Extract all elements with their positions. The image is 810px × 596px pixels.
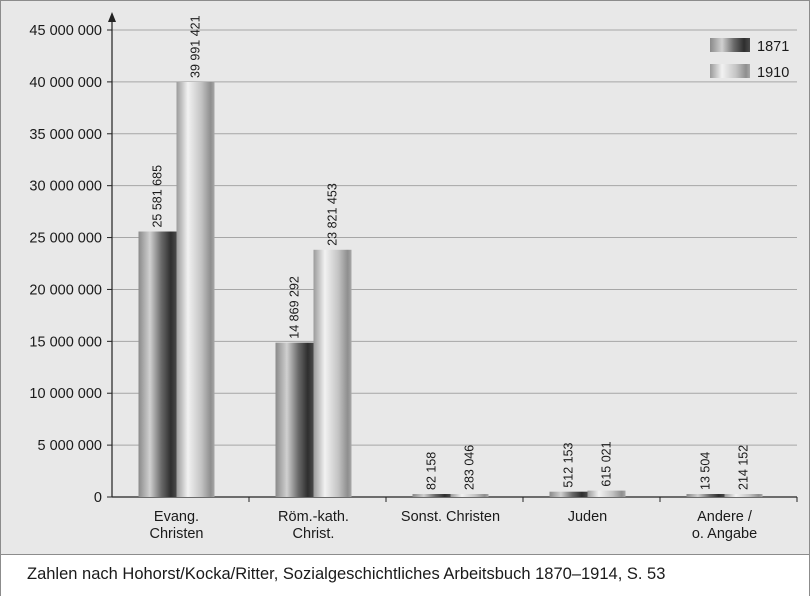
legend-swatch-1871 [710,38,750,52]
y-tick-labels: 0 5 000 000 10 000 000 15 000 000 20 000 000… [29,23,102,506]
y-tick-label: 45 000 000 [29,23,102,39]
y-tick-label: 15 000 000 [29,334,102,350]
data-label-1871: 25 581 685 [151,165,165,228]
bar-1910 [176,81,215,498]
y-tick-label: 10 000 000 [29,386,102,402]
legend: 1871 1910 [710,38,789,81]
category-labels: Evang.Christen Röm.-kath.Christ. Sonst. Ch… [150,509,758,542]
axes [107,12,798,502]
category-label: Sonst. Christen [401,509,500,525]
bars [138,81,763,498]
category-label: Christen [150,526,204,542]
bar-1910 [450,494,489,497]
data-label-1910: 23 821 453 [326,183,340,246]
data-label-1910: 214 152 [737,445,751,490]
legend-swatch-1910 [710,64,750,78]
caption-bar: Zahlen nach Hohorst/Kocka/Ritter, Sozial… [1,554,809,596]
data-label-1871: 512 153 [562,442,576,487]
y-axis-arrow [108,12,116,22]
bar-1910 [724,494,763,497]
legend-label-1871: 1871 [757,39,789,55]
data-labels: 25 581 685 39 991 421 14 869 292 23 821 453… [151,15,751,490]
bar-1910 [313,249,352,497]
data-label-1910: 283 046 [463,445,477,490]
bar-1871 [138,231,177,497]
data-label-1871: 13 504 [699,452,713,490]
y-tick-label: 35 000 000 [29,127,102,143]
category-label: Röm.-kath. [278,509,349,525]
category-label: Evang. [154,509,199,525]
y-tick-label: 40 000 000 [29,75,102,91]
gridlines [112,29,797,446]
bar-1910 [587,490,626,497]
y-tick-label: 20 000 000 [29,282,102,298]
category-label: Andere / [697,509,753,525]
data-label-1910: 39 991 421 [189,15,203,78]
y-tick-label: 25 000 000 [29,231,102,247]
bar-1871 [412,494,451,497]
plot-background [1,1,809,554]
data-label-1871: 14 869 292 [288,276,302,339]
y-tick-label: 30 000 000 [29,179,102,195]
data-label-1871: 82 158 [425,452,439,490]
bar-1871 [549,491,588,497]
y-tick-label: 0 [94,490,102,506]
category-label: Christ. [293,526,335,542]
bar-1871 [275,342,314,497]
y-tick-label: 5 000 000 [37,438,102,454]
legend-label-1910: 1910 [757,65,789,81]
bar-1871 [686,494,725,497]
data-label-1910: 615 021 [600,441,614,486]
category-label: Juden [568,509,608,525]
source-caption: Zahlen nach Hohorst/Kocka/Ritter, Sozial… [27,565,666,583]
category-label: o. Angabe [692,526,757,542]
